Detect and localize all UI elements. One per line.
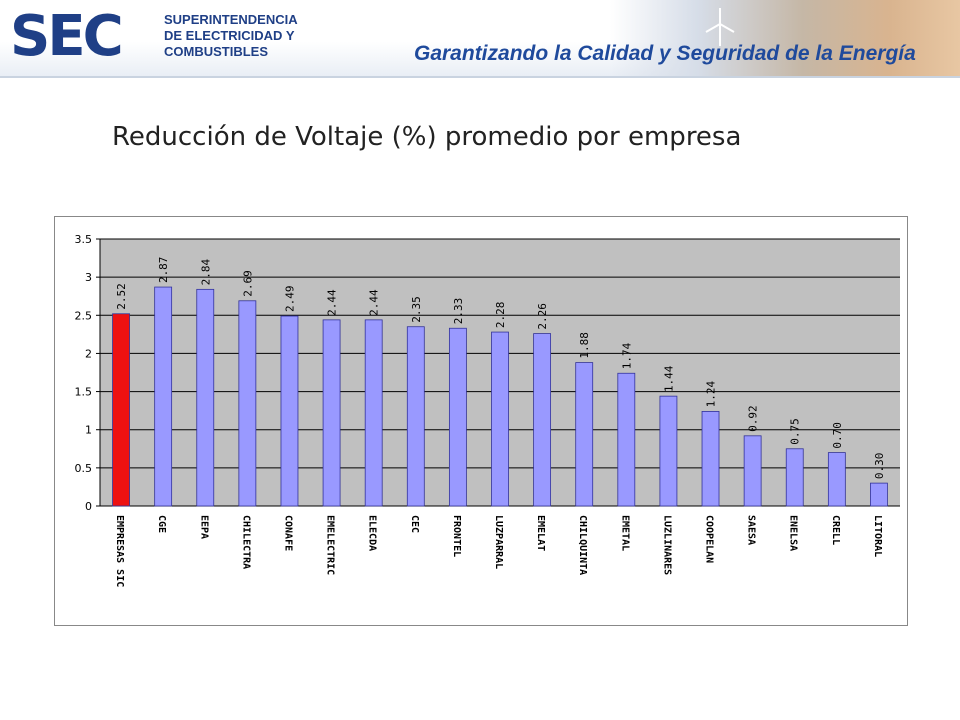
y-tick-label: 0 — [85, 500, 92, 513]
bar — [533, 333, 552, 507]
y-tick-label: 2.5 — [75, 309, 93, 322]
value-label: 1.88 — [578, 332, 591, 359]
bar — [196, 288, 215, 507]
category-label: EMPRESAS SIC — [114, 515, 125, 587]
org-name: SUPERINTENDENCIA DE ELECTRICIDAD Y COMBU… — [164, 12, 354, 60]
org-name-line-3: COMBUSTIBLES — [164, 44, 268, 59]
y-tick-label: 2 — [85, 347, 92, 360]
y-tick-label: 3.5 — [75, 233, 93, 246]
value-label: 1.44 — [662, 365, 675, 392]
bar — [491, 331, 509, 507]
value-label: 1.24 — [705, 381, 718, 408]
category-label: CEC — [409, 515, 420, 533]
value-label: 0.30 — [873, 453, 886, 480]
category-label: LITORAL — [872, 515, 883, 557]
category-label: ENELSA — [788, 515, 799, 551]
banner-photo — [610, 0, 960, 76]
category-label: CGE — [156, 515, 167, 533]
slogan: Garantizando la Calidad y Seguridad de l… — [414, 42, 916, 65]
value-label: 1.74 — [620, 342, 633, 369]
category-label: SAESA — [746, 515, 757, 545]
page-title: Reducción de Voltaje (%) promedio por em… — [112, 122, 742, 152]
bar — [701, 411, 720, 507]
category-label: CONAFE — [282, 515, 293, 551]
value-label: 2.44 — [368, 289, 381, 316]
bar — [364, 319, 383, 507]
y-tick-label: 0.5 — [75, 462, 93, 475]
category-label: EMELAT — [535, 515, 546, 551]
category-label: CHILQUINTA — [577, 515, 588, 575]
value-label: 2.69 — [241, 270, 254, 297]
value-label: 2.26 — [536, 303, 549, 330]
bar — [154, 286, 173, 507]
org-name-line-2: DE ELECTRICIDAD Y — [164, 28, 295, 43]
bar — [785, 448, 804, 507]
value-label: 2.52 — [115, 283, 128, 310]
header-banner: SEC SUPERINTENDENCIA DE ELECTRICIDAD Y C… — [0, 0, 960, 78]
value-label: 0.92 — [747, 405, 760, 432]
bar — [870, 482, 888, 507]
value-label: 2.84 — [199, 258, 212, 285]
category-label: LUZLINARES — [661, 515, 672, 575]
category-label: EMETAL — [619, 515, 630, 551]
category-label: CHILECTRA — [240, 515, 251, 569]
category-label: FRONTEL — [451, 515, 462, 557]
y-tick-label: 1 — [85, 424, 92, 437]
bar — [617, 372, 636, 507]
value-label: 0.75 — [789, 418, 802, 445]
bar — [575, 362, 594, 507]
value-label: 2.35 — [410, 296, 423, 323]
bar — [827, 452, 846, 507]
value-label: 2.44 — [326, 289, 339, 316]
bar — [112, 313, 130, 507]
bar — [406, 326, 425, 507]
category-label: CRELL — [830, 515, 841, 545]
category-label: LUZPARRAL — [493, 515, 504, 569]
bar — [743, 435, 762, 507]
bar — [448, 327, 467, 507]
category-label: ELECDA — [367, 515, 378, 551]
y-tick-label: 1.5 — [75, 386, 93, 399]
y-tick-label: 3 — [85, 271, 92, 284]
value-label: 2.49 — [283, 286, 296, 313]
value-label: 2.28 — [494, 302, 507, 329]
value-label: 2.33 — [452, 298, 465, 325]
category-label: EEPA — [198, 515, 209, 539]
category-label: COOPELAN — [704, 515, 715, 563]
value-label: 2.87 — [157, 257, 170, 284]
wind-turbine-icon — [705, 8, 735, 46]
chart-frame: 0 0.5 1 1.5 2 2.5 3 3.5 2.52 EMPRESAS SIC 2.87 CGE 2… — [54, 216, 908, 626]
bar — [659, 395, 678, 507]
bar — [280, 315, 299, 507]
sec-logo: SEC — [10, 4, 124, 69]
org-name-line-1: SUPERINTENDENCIA — [164, 12, 298, 27]
bar-chart: 0 0.5 1 1.5 2 2.5 3 3.5 2.52 EMPRESAS SIC 2.87 CGE 2… — [75, 233, 900, 587]
bar — [238, 300, 257, 507]
category-label: EMELECTRIC — [325, 515, 336, 575]
bar — [322, 319, 341, 507]
value-label: 0.70 — [831, 422, 844, 449]
